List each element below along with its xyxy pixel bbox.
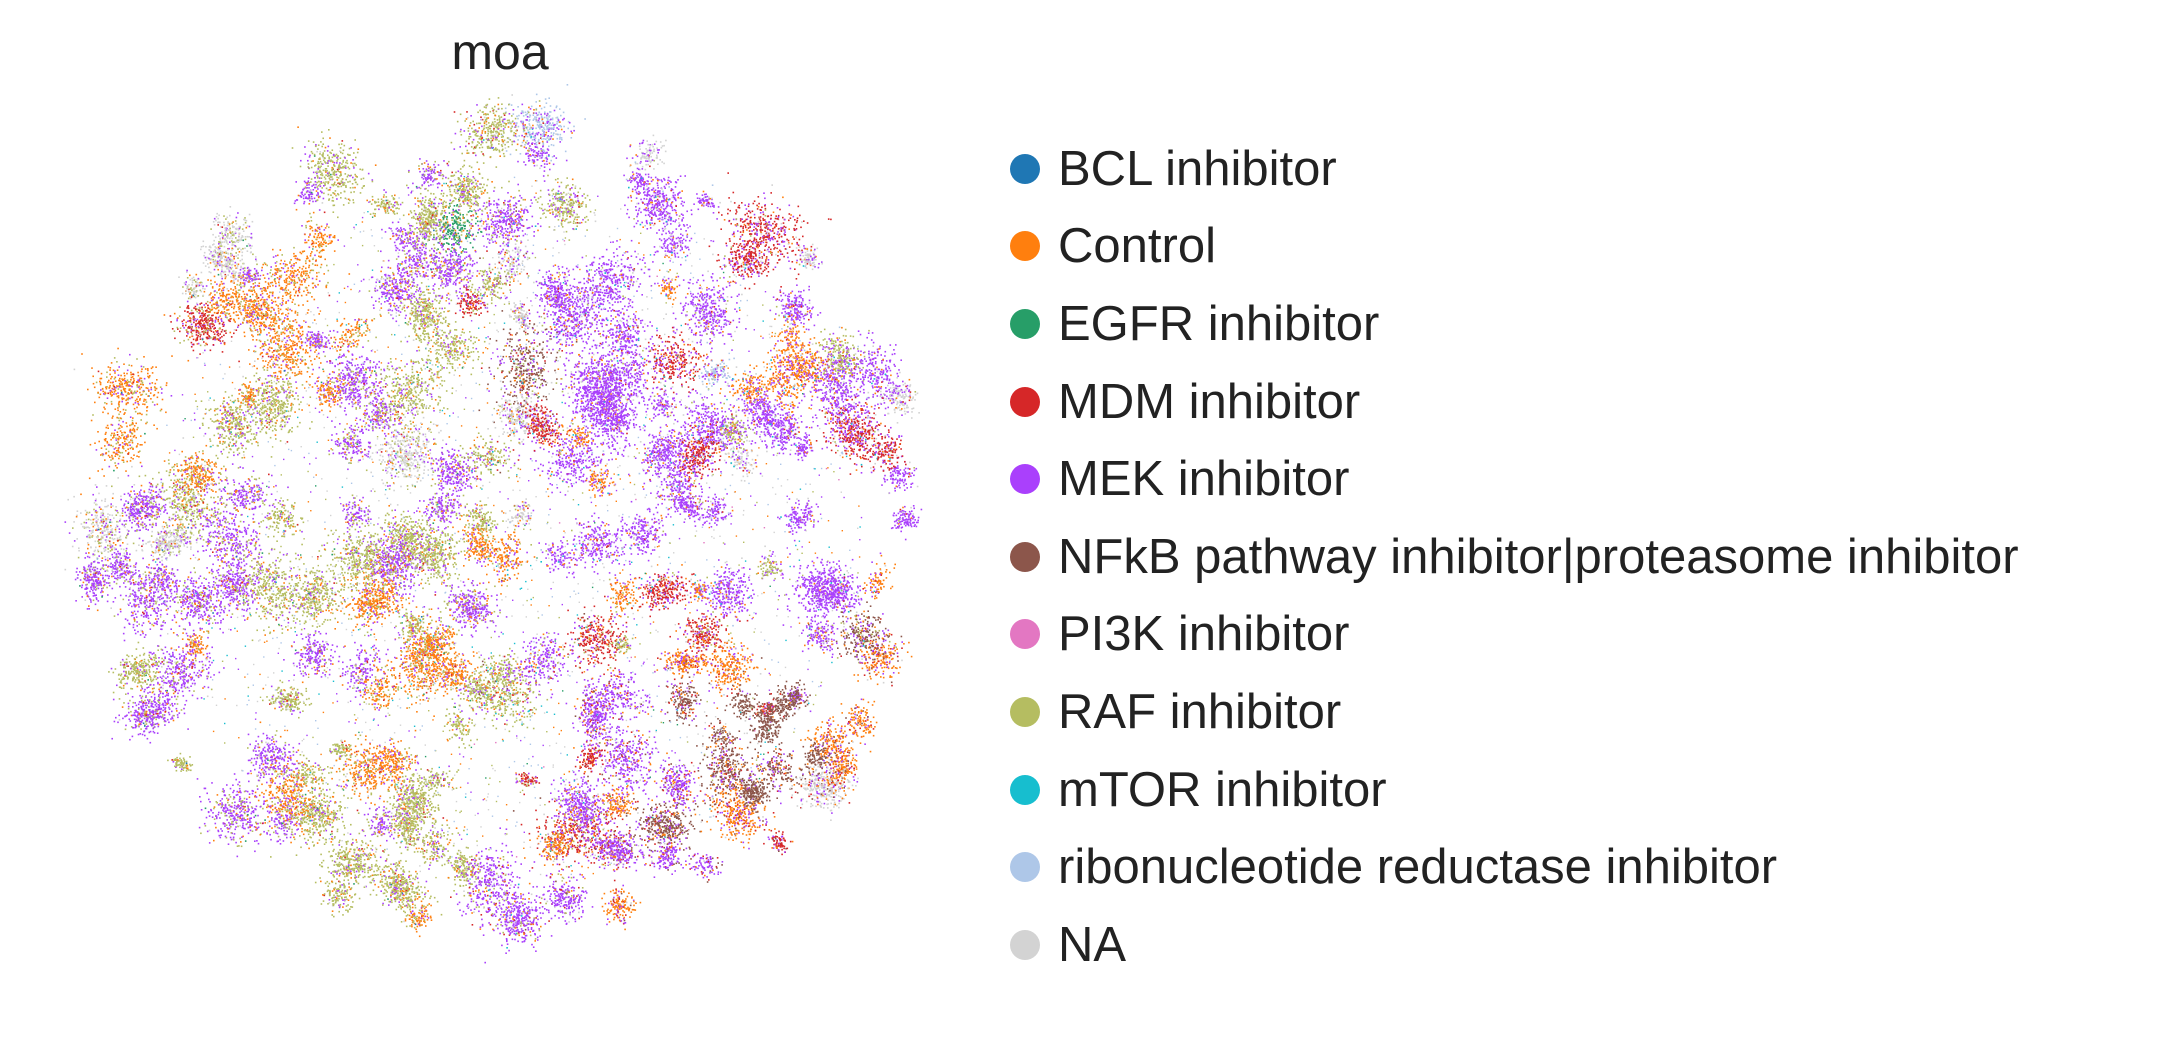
legend-label: MDM inhibitor [1058, 372, 1360, 432]
legend-marker [1010, 930, 1040, 960]
legend-label: NA [1058, 915, 1126, 975]
legend-marker [1010, 619, 1040, 649]
legend-marker [1010, 852, 1040, 882]
legend-marker [1010, 542, 1040, 572]
legend-label: EGFR inhibitor [1058, 294, 1379, 354]
legend-item: NA [1010, 906, 2019, 984]
legend-item: ribonucleotide reductase inhibitor [1010, 828, 2019, 906]
legend-label: BCL inhibitor [1058, 139, 1337, 199]
legend: BCL inhibitor Control EGFR inhibitor MDM in… [1010, 130, 2019, 984]
legend-marker [1010, 387, 1040, 417]
legend-marker [1010, 775, 1040, 805]
legend-item: PI3K inhibitor [1010, 596, 2019, 674]
legend-marker [1010, 154, 1040, 184]
point-clusters [65, 84, 923, 963]
legend-label: PI3K inhibitor [1058, 604, 1349, 664]
legend-marker [1010, 464, 1040, 494]
legend-label: NFkB pathway inhibitor|proteasome inhibi… [1058, 527, 2019, 587]
legend-item: mTOR inhibitor [1010, 751, 2019, 829]
legend-item: RAF inhibitor [1010, 673, 2019, 751]
legend-label: Control [1058, 216, 1216, 276]
legend-marker [1010, 309, 1040, 339]
legend-marker [1010, 697, 1040, 727]
scatter-plot [0, 0, 1000, 1039]
legend-label: mTOR inhibitor [1058, 760, 1387, 820]
legend-item: EGFR inhibitor [1010, 285, 2019, 363]
legend-item: MDM inhibitor [1010, 363, 2019, 441]
legend-item: BCL inhibitor [1010, 130, 2019, 208]
legend-item: NFkB pathway inhibitor|proteasome inhibi… [1010, 518, 2019, 596]
legend-marker [1010, 231, 1040, 261]
legend-item: MEK inhibitor [1010, 440, 2019, 518]
legend-label: MEK inhibitor [1058, 449, 1349, 509]
legend-label: ribonucleotide reductase inhibitor [1058, 837, 1777, 897]
legend-item: Control [1010, 208, 2019, 286]
legend-label: RAF inhibitor [1058, 682, 1341, 742]
